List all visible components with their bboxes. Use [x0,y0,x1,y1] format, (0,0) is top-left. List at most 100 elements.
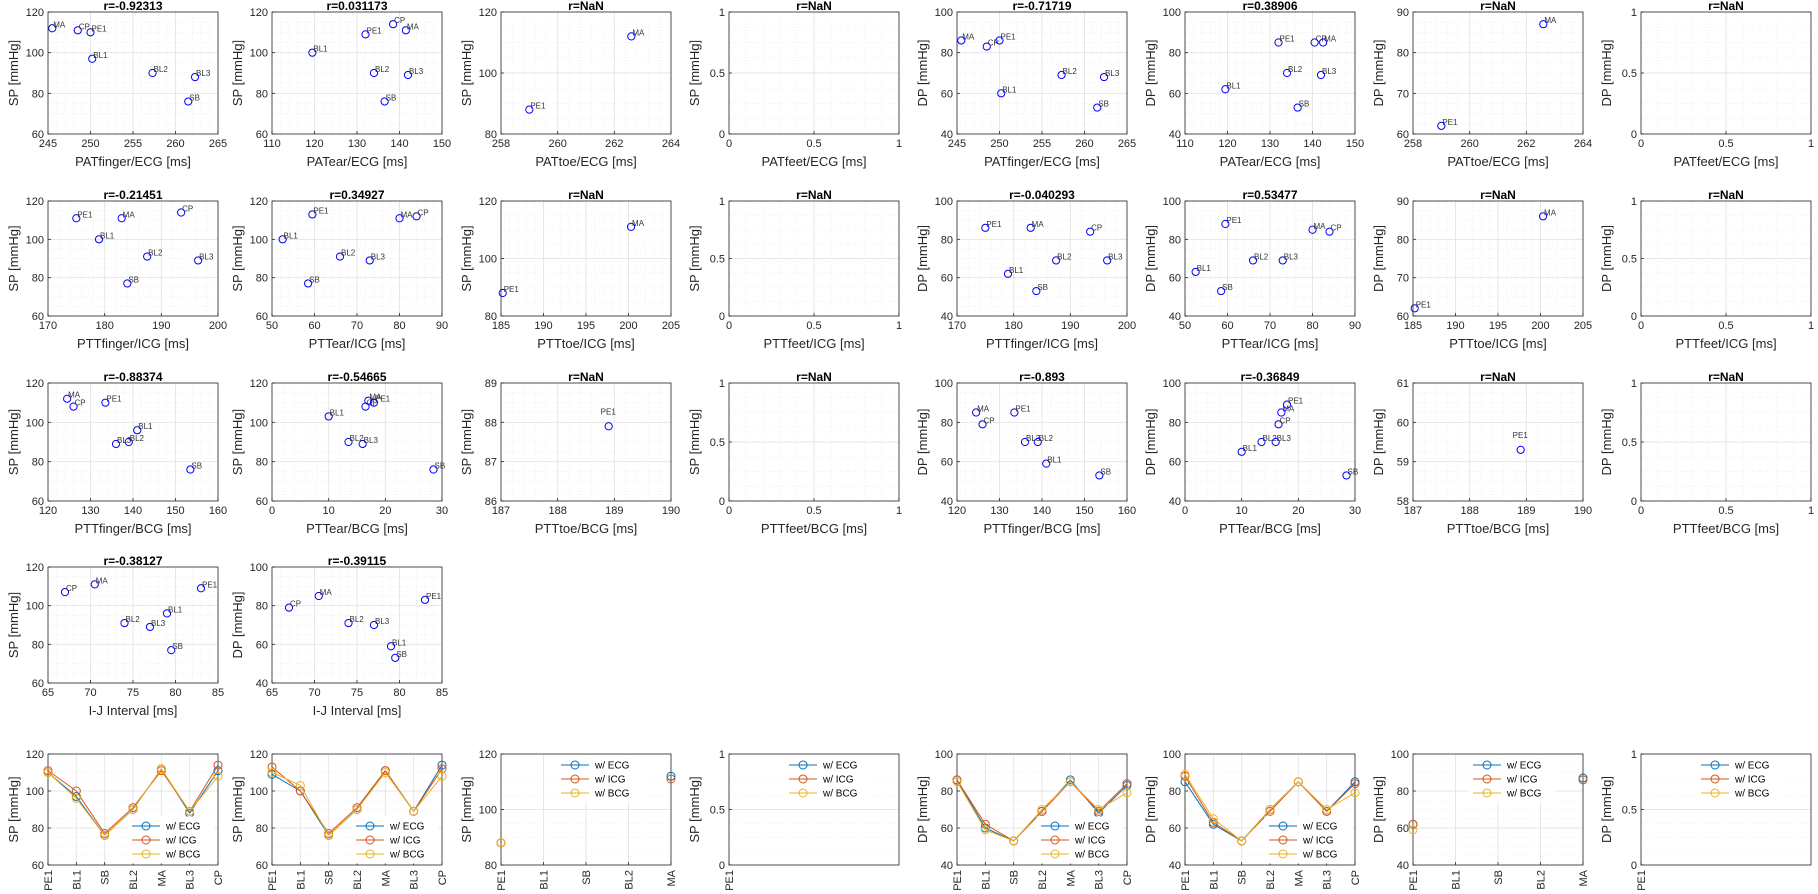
series-marker [380,768,390,777]
x-tick-label: 187 [492,505,510,517]
data-point-label: BL3 [117,436,132,445]
data-point-label: SB [1222,283,1233,292]
subplot-2-6: 58 59 60 61 187 188 189 190 r=NaN PTTtoe/BCG [ms]… [1371,370,1592,536]
series-line-segment [47,770,77,792]
data-point [1248,256,1258,265]
data-point-label: MA [1324,35,1337,44]
data-point-label: BL2 [375,65,390,74]
x-tick-label: 260 [1460,138,1478,150]
subplot-title: r=-0.36849 [1240,370,1299,384]
data-point [1538,212,1548,221]
x-axis-label: PTTear/BCG [ms] [1219,521,1321,536]
data-point-label: MA [962,32,975,41]
subplot-0-7: 0 0.5 1 0 0.5 1 r=NaN PATfeet/ECG [ms] DP [mmHg] [1599,0,1814,169]
y-axis-label: SP [mmHg] [6,225,21,291]
legend-entry: w/ ICG [1074,836,1106,847]
y-tick-label: 0 [1631,860,1637,872]
y-tick-label: 1 [1631,196,1637,208]
subplot-1-4: 40 60 80 100 170 180 190 200 r=-0.040293 PTTfinge… [915,188,1136,351]
y-axis-label: SP [mmHg] [6,776,21,842]
data-point-label: SB [1348,467,1359,476]
y-tick-label: 80 [941,786,953,798]
data-point-label: BL1 [1226,81,1241,90]
y-axis-label: SP [mmHg] [459,409,474,475]
y-tick-label: 80 [1169,786,1181,798]
data-point-label: PE1 [375,395,391,404]
x-tick-label: 190 [534,320,552,332]
data-point [412,212,421,221]
y-tick-label: 61 [1397,378,1409,390]
x-tick-label: 0.5 [806,138,821,150]
y-axis-label: SP [mmHg] [459,40,474,106]
y-tick-label: 60 [941,273,953,285]
subplot-title: r=-0.92313 [103,0,162,13]
x-tick-label: 70 [84,687,96,699]
y-tick-label: 60 [1397,311,1409,323]
subplot-1-2: 80 100 120 185 190 195 200 205 r=NaN PTTtoe/ICG [… [459,188,680,351]
series-marker [666,771,676,781]
y-tick-label: 80 [1397,48,1409,60]
x-axis-label: I-J Interval [ms] [313,703,402,718]
x-axis-label: PATear/ECG [ms] [1220,154,1321,169]
x-tick-label: 0.5 [1718,320,1733,332]
data-point-label: BL3 [1026,434,1041,443]
subplot-title: r=-0.38127 [103,554,162,568]
y-tick-label: 0.5 [1622,805,1637,817]
x-category-label: BL1 [295,870,307,890]
data-point-label: PE1 [1280,35,1296,44]
y-axis-label: DP [mmHg] [1371,40,1386,107]
data-point-label: BL3 [371,252,386,261]
y-axis-label: DP [mmHg] [1143,776,1158,843]
data-point [344,437,353,447]
x-tick-label: 245 [948,138,966,150]
data-point [90,580,99,589]
x-tick-label: 0 [1182,505,1188,517]
x-tick-label: 250 [990,138,1008,150]
y-tick-label: 80 [256,823,268,835]
series-line-segment [1326,792,1356,810]
legend-entry: w/ BCG [389,850,425,861]
data-point-label: CP [1091,224,1102,233]
x-category-label: SB [100,870,112,885]
subplot-title: r=-0.71719 [1012,0,1071,13]
y-tick-label: 80 [485,129,497,141]
y-tick-label: 80 [256,601,268,613]
y-tick-label: 40 [1169,860,1181,872]
x-tick-label: 185 [492,320,510,332]
legend-entry: w/ ICG [594,775,626,786]
data-point [429,465,438,474]
y-tick-label: 80 [32,823,44,835]
y-tick-label: 100 [26,48,44,60]
x-tick-label: 260 [166,138,184,150]
y-tick-label: 60 [1169,823,1181,835]
data-point [369,68,379,78]
y-axis-label: SP [mmHg] [230,776,245,842]
y-tick-label: 120 [479,749,497,761]
series-line-segment [1184,781,1214,825]
data-point-label: SB [1299,100,1310,109]
data-point [1325,227,1334,236]
x-tick-label: 150 [433,138,451,150]
data-point-label: CP [988,39,999,48]
data-point [1052,256,1061,265]
y-tick-label: 0 [1631,496,1637,508]
data-point-label: PE1 [1442,118,1458,127]
data-point [284,603,294,612]
data-point [1221,85,1230,94]
series-line-segment [1184,774,1214,820]
y-tick-label: 0.5 [1622,254,1637,266]
series-line-segment [1184,775,1214,823]
data-point [1271,437,1280,447]
y-axis-label: SP [mmHg] [687,409,702,475]
legend-marker [1482,788,1492,798]
data-point [194,256,203,265]
y-tick-label: 120 [26,749,44,761]
y-axis-label: SP [mmHg] [687,40,702,106]
series-line-segment [1297,781,1328,810]
y-axis-label: DP [mmHg] [1599,40,1614,107]
x-tick-label: 50 [1179,320,1191,332]
x-category-label: BL1 [71,870,83,890]
x-tick-label: 90 [436,320,448,332]
y-axis-label: SP [mmHg] [6,409,21,475]
y-tick-label: 90 [1397,7,1409,19]
